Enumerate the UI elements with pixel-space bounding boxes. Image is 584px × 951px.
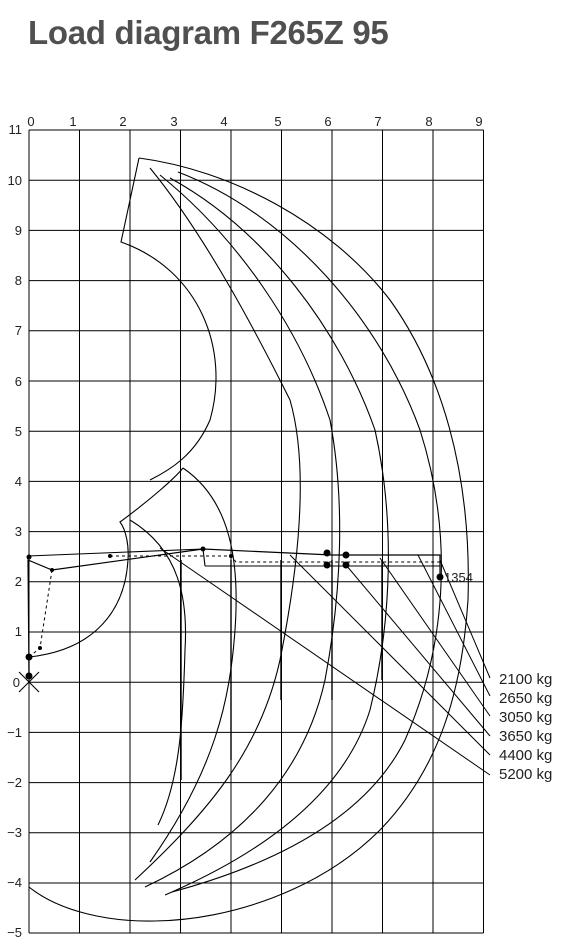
y-tick: −5 [7, 925, 22, 940]
y-axis-ticks: 11 10 9 8 7 6 5 4 3 2 1 0 −1 −2 −3 −4 −5 [7, 122, 22, 940]
y-tick: 7 [15, 323, 22, 338]
reach-markers [180, 560, 383, 780]
y-tick: −4 [7, 875, 22, 890]
y-tick: 4 [15, 474, 22, 489]
load-curve-2650 [164, 177, 389, 896]
y-tick: 3 [15, 524, 22, 539]
x-tick: 2 [119, 114, 126, 129]
y-tick: −3 [7, 825, 22, 840]
y-tick: 6 [15, 374, 22, 389]
load-curve-5200 [129, 519, 187, 826]
grid [28, 129, 484, 934]
crane-boom [27, 548, 441, 677]
x-tick: 9 [475, 114, 482, 129]
y-tick: 10 [8, 173, 22, 188]
y-tick: −1 [7, 725, 22, 740]
x-tick: 6 [324, 114, 331, 129]
origin-cross-icon [18, 671, 40, 693]
x-tick: 5 [274, 114, 281, 129]
load-class-legend: 2100 kg 2650 kg 3050 kg 3650 kg 4400 kg … [499, 671, 552, 783]
y-tick: −2 [7, 775, 22, 790]
load-curve-3050 [144, 174, 341, 888]
load-class-label: 5200 kg [499, 766, 552, 783]
y-tick: 0 [13, 675, 20, 690]
y-tick: 2 [15, 574, 22, 589]
boom-upper-boundary [120, 157, 217, 481]
x-tick: 7 [374, 114, 381, 129]
load-class-label: 4400 kg [499, 747, 552, 764]
inner-lower-boundary [28, 467, 184, 658]
y-tick: 8 [15, 273, 22, 288]
load-curve-3650 [134, 167, 301, 881]
reach-label: 1354 [444, 570, 473, 585]
x-tick: 3 [170, 114, 177, 129]
outer-envelope [28, 157, 469, 922]
y-tick: 9 [15, 223, 22, 238]
joint-points [25, 546, 444, 680]
x-axis-ticks: 0 1 2 3 4 5 6 7 8 9 [27, 114, 482, 129]
x-tick: 0 [27, 114, 34, 129]
load-class-label: 2650 kg [499, 690, 552, 707]
load-class-label: 3050 kg [499, 709, 552, 726]
y-tick: 1 [15, 624, 22, 639]
y-tick: 11 [9, 122, 23, 137]
y-tick: 5 [15, 424, 22, 439]
page-title: Load diagram F265Z 95 [28, 14, 389, 51]
load-class-label: 3650 kg [499, 728, 552, 745]
x-tick: 4 [220, 114, 227, 129]
x-tick: 8 [425, 114, 432, 129]
x-tick: 1 [69, 114, 76, 129]
load-curve-4400 [149, 467, 237, 863]
load-class-label: 2100 kg [499, 671, 552, 688]
load-label-leaders [159, 547, 491, 776]
